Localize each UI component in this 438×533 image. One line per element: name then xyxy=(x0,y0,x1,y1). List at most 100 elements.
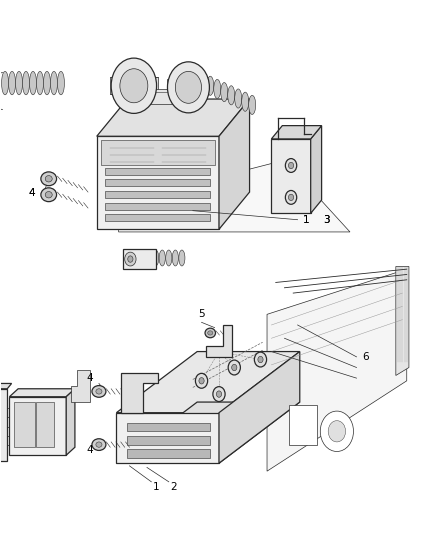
Polygon shape xyxy=(117,352,300,413)
Ellipse shape xyxy=(214,79,221,99)
Ellipse shape xyxy=(213,386,225,401)
Ellipse shape xyxy=(57,71,64,95)
Bar xyxy=(127,436,210,445)
Ellipse shape xyxy=(43,71,50,95)
Ellipse shape xyxy=(288,163,293,168)
Ellipse shape xyxy=(15,71,22,95)
Ellipse shape xyxy=(159,250,165,266)
Ellipse shape xyxy=(328,421,346,442)
Ellipse shape xyxy=(45,191,52,198)
Bar xyxy=(106,214,210,221)
Ellipse shape xyxy=(175,71,201,103)
Bar xyxy=(106,156,210,163)
Polygon shape xyxy=(219,99,250,229)
Bar xyxy=(106,191,210,198)
Polygon shape xyxy=(219,352,300,463)
Ellipse shape xyxy=(2,71,9,95)
Bar xyxy=(106,179,210,186)
Ellipse shape xyxy=(286,190,297,204)
Polygon shape xyxy=(10,397,66,455)
Bar xyxy=(106,167,210,174)
Ellipse shape xyxy=(96,389,102,394)
Ellipse shape xyxy=(320,411,353,451)
Polygon shape xyxy=(97,136,219,229)
Ellipse shape xyxy=(50,71,57,95)
Polygon shape xyxy=(10,389,75,397)
Polygon shape xyxy=(272,139,311,213)
Bar xyxy=(166,79,210,94)
Ellipse shape xyxy=(36,71,43,95)
Bar xyxy=(149,90,182,104)
Bar xyxy=(35,402,54,447)
Polygon shape xyxy=(311,126,321,213)
Ellipse shape xyxy=(92,385,106,397)
Bar xyxy=(14,402,35,447)
Text: 3: 3 xyxy=(323,215,329,225)
Text: 4: 4 xyxy=(28,188,35,198)
Polygon shape xyxy=(267,269,407,471)
Ellipse shape xyxy=(22,71,29,95)
Ellipse shape xyxy=(242,92,249,111)
Text: 1: 1 xyxy=(303,215,310,225)
Text: 5: 5 xyxy=(198,309,205,319)
Polygon shape xyxy=(206,325,232,357)
Text: 6: 6 xyxy=(362,352,369,362)
Ellipse shape xyxy=(41,172,57,185)
Ellipse shape xyxy=(208,331,213,335)
Ellipse shape xyxy=(167,62,209,113)
Ellipse shape xyxy=(128,256,133,262)
Ellipse shape xyxy=(232,365,237,370)
Bar xyxy=(123,249,155,269)
Ellipse shape xyxy=(228,86,235,105)
Bar xyxy=(101,140,215,165)
Ellipse shape xyxy=(179,250,185,266)
Ellipse shape xyxy=(172,250,178,266)
Ellipse shape xyxy=(96,442,102,447)
Ellipse shape xyxy=(29,71,36,95)
Polygon shape xyxy=(117,402,300,463)
Bar xyxy=(0,389,7,461)
Polygon shape xyxy=(119,160,350,232)
Ellipse shape xyxy=(125,252,136,266)
Ellipse shape xyxy=(45,175,52,182)
Text: 4: 4 xyxy=(28,188,35,198)
Polygon shape xyxy=(97,99,250,136)
Ellipse shape xyxy=(258,357,263,363)
Ellipse shape xyxy=(152,250,159,266)
Polygon shape xyxy=(71,370,90,402)
Ellipse shape xyxy=(111,58,156,114)
Text: 1: 1 xyxy=(152,482,159,492)
Ellipse shape xyxy=(120,69,148,103)
Ellipse shape xyxy=(249,95,256,115)
Bar xyxy=(127,423,210,431)
Ellipse shape xyxy=(286,159,297,172)
Polygon shape xyxy=(117,413,219,463)
Ellipse shape xyxy=(41,188,57,201)
Polygon shape xyxy=(66,389,75,455)
Ellipse shape xyxy=(235,89,242,108)
Ellipse shape xyxy=(216,391,222,397)
Ellipse shape xyxy=(221,83,228,102)
Ellipse shape xyxy=(199,377,204,384)
Bar xyxy=(127,449,210,458)
Bar xyxy=(110,77,158,94)
Ellipse shape xyxy=(288,194,293,200)
Polygon shape xyxy=(396,266,409,375)
Text: 4: 4 xyxy=(87,445,93,455)
Ellipse shape xyxy=(166,250,172,266)
Polygon shape xyxy=(0,383,12,389)
Text: 3: 3 xyxy=(323,215,329,225)
Ellipse shape xyxy=(205,328,215,338)
Text: 1: 1 xyxy=(303,215,310,225)
Polygon shape xyxy=(272,126,321,139)
Ellipse shape xyxy=(228,360,240,375)
Ellipse shape xyxy=(92,439,106,450)
Bar xyxy=(106,203,210,209)
Ellipse shape xyxy=(207,76,214,95)
Text: 4: 4 xyxy=(87,373,93,383)
Ellipse shape xyxy=(9,71,15,95)
Bar xyxy=(289,405,317,445)
Ellipse shape xyxy=(195,373,208,388)
Text: 2: 2 xyxy=(170,482,177,492)
Ellipse shape xyxy=(254,352,267,367)
